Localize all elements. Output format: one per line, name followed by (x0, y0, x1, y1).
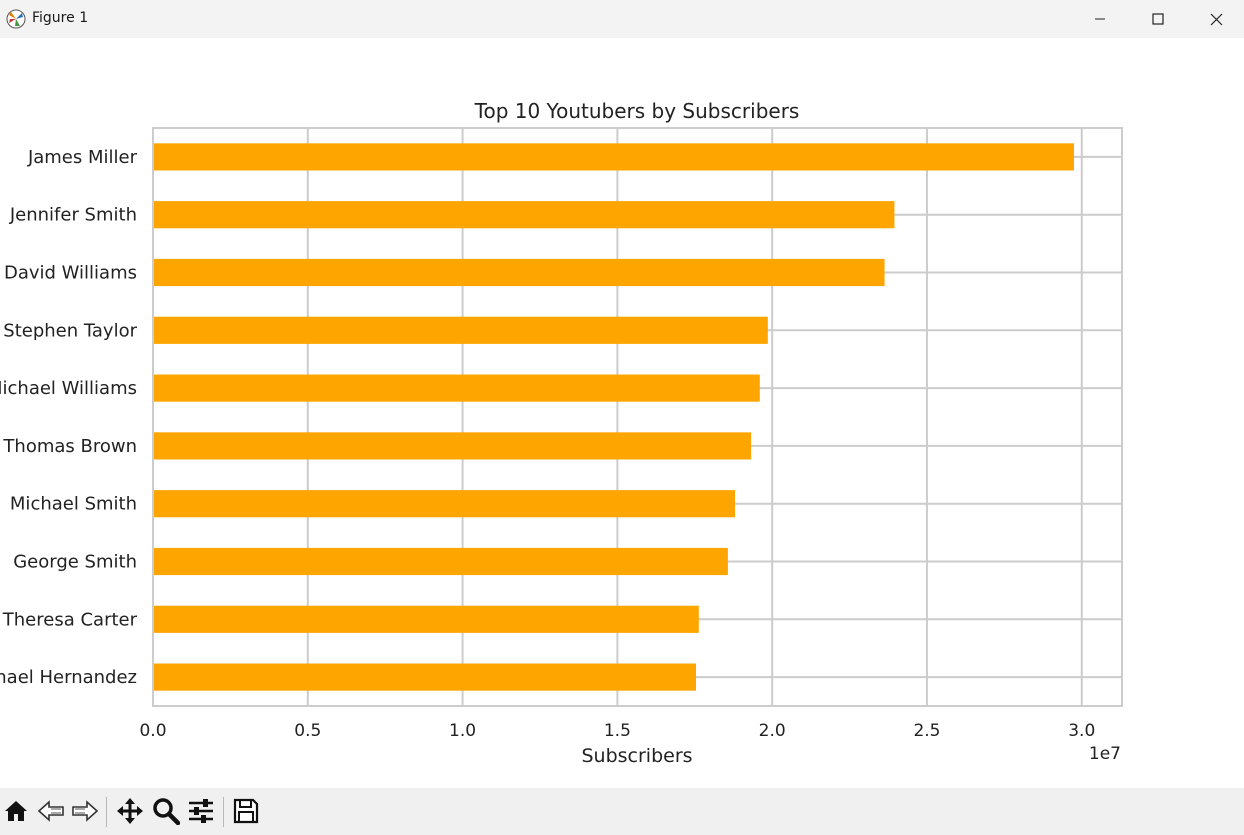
chart-title: Top 10 Youtubers by Subscribers (474, 99, 800, 123)
x-tick-label: 0.0 (139, 721, 166, 741)
navigation-toolbar (0, 788, 1244, 835)
bar (153, 432, 752, 460)
y-tick-label: George Smith (13, 552, 137, 573)
bar (153, 258, 885, 287)
y-tick-label: James Miller (27, 147, 138, 168)
save-icon (233, 798, 259, 824)
bar (153, 201, 895, 229)
matplotlib-app-icon (6, 9, 26, 29)
bar (153, 143, 1075, 171)
forward-arrow-icon (72, 800, 99, 822)
y-tick-label: Theresa Carter (2, 609, 138, 630)
configure-subplots-icon (189, 799, 213, 823)
bar (153, 547, 728, 576)
bar (153, 605, 699, 633)
maximize-button[interactable] (1129, 0, 1187, 38)
y-tick-label: Michael Williams (0, 378, 137, 399)
toolbar-separator (106, 797, 107, 827)
back-button[interactable] (36, 796, 66, 826)
y-tick-label: Thomas Brown (2, 436, 137, 457)
back-arrow-icon (37, 800, 64, 822)
x-axis-label: Subscribers (581, 745, 692, 767)
maximize-icon (1152, 13, 1164, 25)
toolbar-separator (223, 797, 224, 827)
bars (153, 143, 1075, 691)
home-icon (5, 801, 27, 821)
plot-frame (152, 127, 1123, 707)
close-button[interactable] (1187, 0, 1244, 38)
bar (153, 663, 697, 691)
y-tick-label: David Williams (4, 263, 137, 284)
bar (153, 316, 768, 344)
bar (153, 374, 760, 402)
x-tick-label: 3.0 (1068, 721, 1095, 741)
x-offset-label: 1e7 (1089, 744, 1121, 764)
window-titlebar: Figure 1 (0, 0, 1244, 38)
x-tick-label: 2.0 (759, 721, 786, 741)
x-tick-label: 2.5 (913, 721, 940, 741)
x-tick-label: 0.5 (294, 721, 321, 741)
save-button[interactable] (231, 796, 261, 826)
zoom-button[interactable] (151, 796, 181, 826)
y-tick-label: Michael Smith (10, 494, 137, 515)
close-icon (1210, 13, 1222, 25)
y-tick-label: Stephen Taylor (3, 320, 137, 341)
figure-canvas: Top 10 Youtubers by Subscribers James Mi… (0, 38, 1244, 788)
minimize-button[interactable] (1071, 0, 1129, 38)
home-button[interactable] (1, 796, 31, 826)
bar (153, 490, 736, 518)
y-tick-label: Jennifer Smith (9, 205, 137, 226)
x-tick-label: 1.5 (604, 721, 631, 741)
bar-chart: Top 10 Youtubers by Subscribers James Mi… (0, 99, 1123, 767)
x-tick-label: 1.0 (449, 721, 476, 741)
pan-icon (117, 798, 143, 824)
y-tick-label: Michael Hernandez (0, 667, 137, 688)
forward-button[interactable] (70, 796, 100, 826)
configure-subplots-button[interactable] (186, 796, 216, 826)
zoom-icon (153, 798, 180, 825)
pan-button[interactable] (115, 796, 145, 826)
window-title: Figure 1 (32, 10, 89, 26)
x-tick-labels: 0.0 0.5 1.0 1.5 2.0 2.5 3.0 (139, 721, 1095, 741)
y-tick-labels: James Miller Jennifer Smith David Williams… (0, 147, 138, 688)
minimize-icon (1095, 18, 1105, 20)
